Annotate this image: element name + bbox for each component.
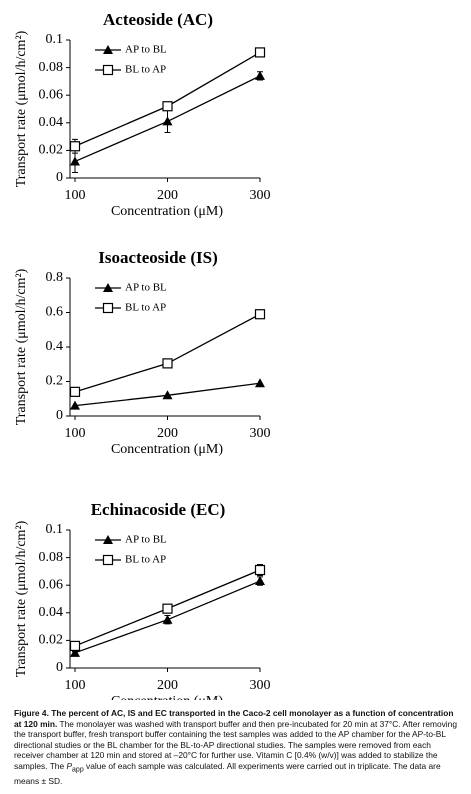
marker [255, 576, 265, 586]
caption-symbol: P [66, 760, 73, 771]
x-axis-label: Concentration (μM) [111, 204, 223, 219]
marker [162, 390, 173, 400]
y-tick-label: 0.8 [46, 270, 64, 285]
x-tick-label: 300 [250, 188, 271, 203]
marker [162, 358, 173, 369]
y-tick-label: 0.2 [46, 374, 64, 389]
y-tick-label: 0.02 [39, 633, 64, 648]
chart-title: Acteoside (AC) [103, 10, 213, 29]
y-tick-label: 0.04 [39, 605, 64, 620]
x-tick-label: 100 [65, 426, 86, 441]
figure: Acteoside (AC) 0 0.02 0.04 0.06 0.08 0.1 100 200… [14, 10, 271, 709]
y-tick-label: 0.4 [46, 339, 64, 354]
marker [255, 378, 265, 388]
marker [70, 400, 80, 410]
chart-title: Isoacteoside (IS) [98, 248, 217, 267]
caption: Figure 4. The percent of AC, IS and EC t… [14, 708, 460, 787]
marker [162, 116, 173, 126]
marker [70, 647, 80, 657]
y-tick-label: 0.08 [39, 550, 64, 565]
marker [103, 535, 113, 544]
y-tick-label: 0 [56, 408, 63, 423]
marker [162, 603, 173, 614]
x-tick-label: 200 [157, 188, 178, 203]
y-axis-label: Transport rate (μmol/h/cm²) [14, 268, 29, 425]
x-tick-label: 100 [65, 678, 86, 693]
chart: Echinacoside (EC) 0 0.02 0.04 0.06 0.08 0.1 100… [14, 500, 271, 709]
caption-subscript: app [72, 766, 84, 774]
y-tick-label: 0 [56, 660, 63, 675]
y-axis-label: Transport rate (μmol/h/cm²) [14, 520, 29, 677]
chart: Isoacteoside (IS) 0 0.2 0.4 0.6 0.8 100 200 300 C… [14, 248, 270, 457]
x-axis-label: Concentration (μM) [111, 442, 223, 457]
legend-label: AP to BL [125, 282, 167, 294]
marker [69, 386, 81, 397]
marker [162, 614, 173, 624]
legend-label: AP to BL [125, 44, 167, 56]
legend-label: BL to AP [125, 554, 166, 566]
caption-text: The monolayer was washed with transport … [14, 718, 457, 771]
marker [102, 554, 114, 566]
marker [254, 564, 266, 576]
marker [102, 302, 114, 314]
y-tick-label: 0.1 [46, 32, 64, 47]
x-tick-label: 200 [157, 678, 178, 693]
caption-text: value of each sample was calculated. All… [14, 760, 441, 787]
legend-label: AP to BL [125, 534, 167, 546]
marker [162, 101, 173, 112]
marker [69, 141, 81, 152]
y-tick-label: 0.1 [46, 522, 64, 537]
x-axis-label: Concentration (μM) [111, 694, 223, 700]
legend-label: BL to AP [125, 64, 166, 76]
chart-title: Echinacoside (EC) [91, 500, 226, 519]
marker [102, 64, 114, 76]
series-line [74, 313, 261, 393]
marker [254, 47, 266, 58]
y-tick-label: 0.08 [39, 60, 64, 75]
y-tick-label: 0.06 [39, 87, 64, 102]
marker [103, 283, 113, 292]
marker [103, 45, 113, 54]
y-tick-label: 0.06 [39, 577, 64, 592]
y-tick-label: 0.04 [39, 115, 64, 130]
marker [254, 309, 266, 320]
x-tick-label: 100 [65, 188, 86, 203]
marker [70, 156, 80, 166]
x-tick-label: 200 [157, 426, 178, 441]
chart: Acteoside (AC) 0 0.02 0.04 0.06 0.08 0.1 100 200… [14, 10, 270, 219]
y-axis-label: Transport rate (μmol/h/cm²) [14, 30, 29, 187]
y-tick-label: 0.02 [39, 143, 64, 158]
marker [255, 70, 265, 80]
legend-label: BL to AP [125, 302, 166, 314]
x-tick-label: 300 [250, 426, 271, 441]
y-tick-label: 0.6 [46, 305, 64, 320]
y-tick-label: 0 [56, 170, 63, 185]
marker [69, 640, 81, 652]
x-tick-label: 300 [250, 678, 271, 693]
caption-title: Figure 4. The percent of AC, IS and EC t… [14, 708, 454, 729]
